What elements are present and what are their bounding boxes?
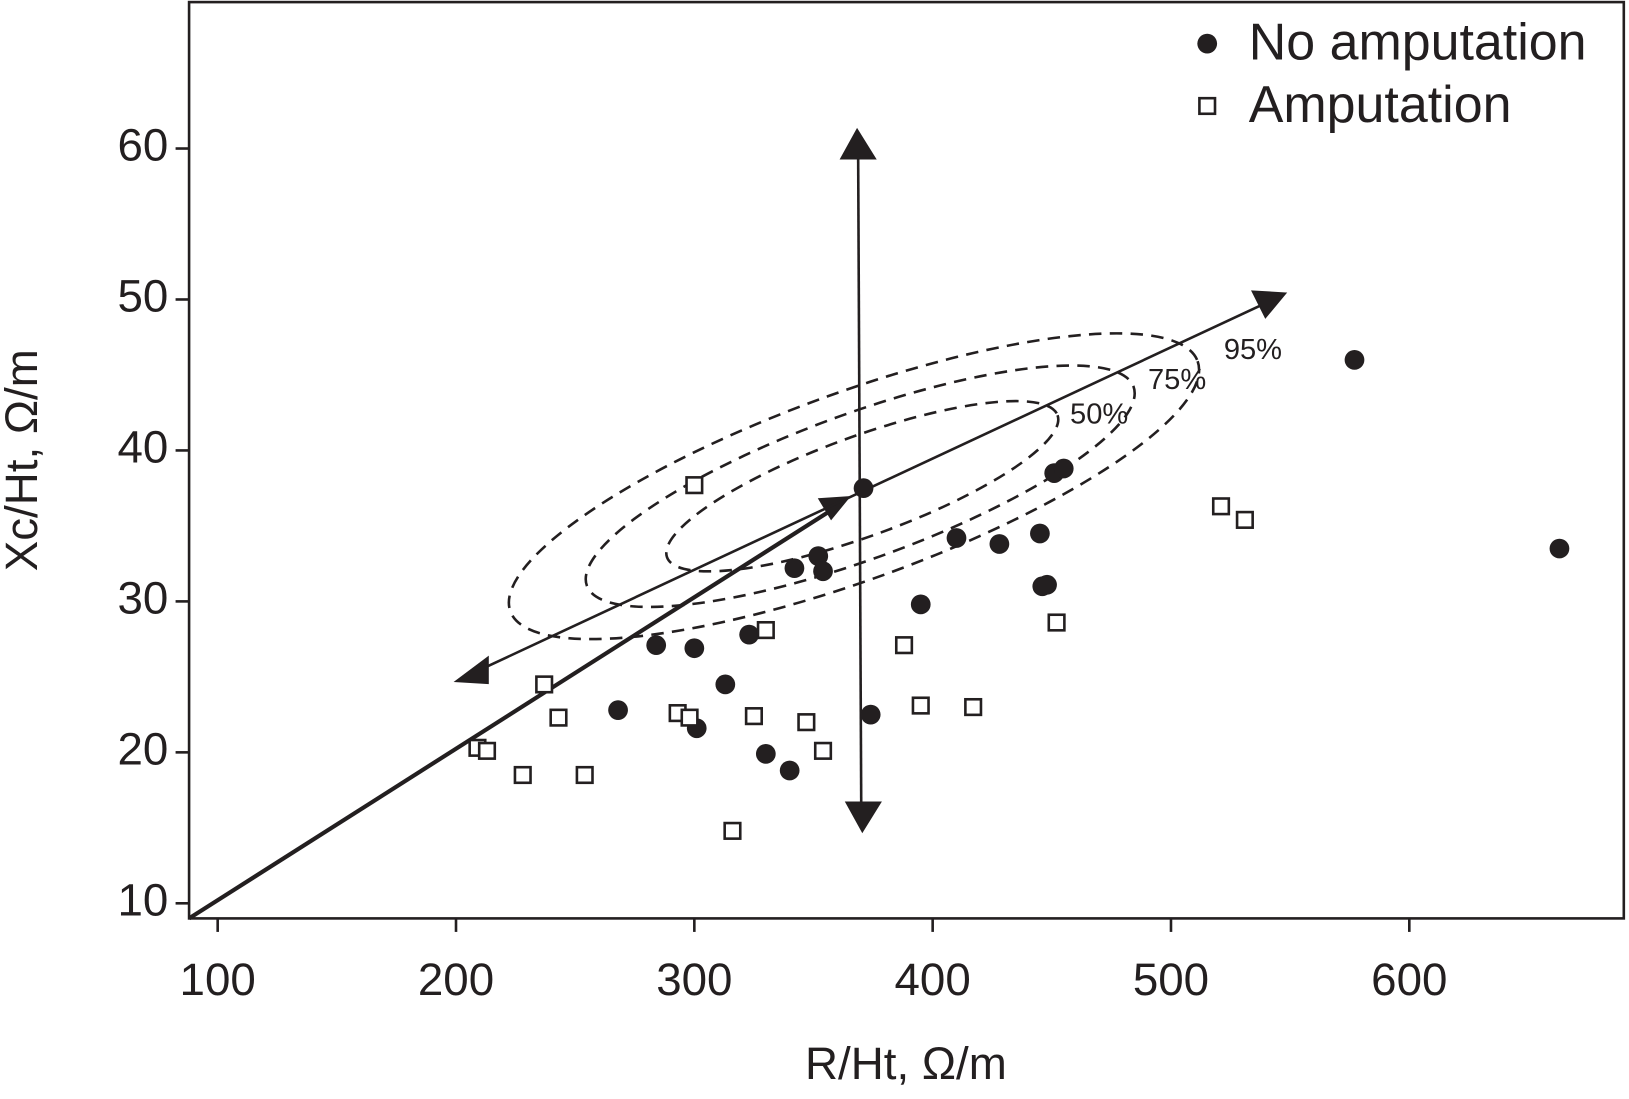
y-tick-label: 50 — [117, 271, 168, 322]
y-tick-label: 60 — [117, 120, 168, 171]
point — [535, 675, 554, 694]
point — [685, 476, 704, 495]
x-axis-label: R/Ht, Ω/m — [805, 1038, 1007, 1089]
point — [911, 696, 930, 715]
point — [894, 636, 914, 655]
point — [646, 635, 667, 656]
point — [1037, 574, 1057, 595]
point — [513, 765, 532, 785]
x-tick-label: 100 — [180, 954, 256, 1005]
y-tick-label: 10 — [117, 874, 168, 925]
arrows — [187, 127, 1288, 921]
x-tick-label: 400 — [895, 954, 971, 1005]
point — [744, 707, 764, 726]
point — [1030, 523, 1050, 544]
point — [946, 528, 967, 548]
y-tick-label: 30 — [117, 572, 168, 623]
point — [1197, 33, 1218, 54]
x-tick-label: 300 — [656, 954, 732, 1005]
point — [779, 760, 800, 781]
arrowhead — [839, 127, 877, 160]
point — [1047, 613, 1066, 632]
ellipse-75 — [584, 364, 1136, 609]
point — [755, 743, 776, 764]
arrowhead — [453, 655, 489, 685]
point — [813, 741, 833, 760]
point — [1549, 538, 1570, 559]
arrowhead — [844, 801, 882, 834]
ellipses — [507, 332, 1201, 641]
point — [853, 478, 874, 499]
point — [797, 713, 816, 732]
annotation: 75% — [1148, 364, 1206, 396]
ellipse-50 — [664, 399, 1060, 573]
y-tick-label: 40 — [117, 422, 168, 473]
legend-label: No amputation — [1249, 13, 1587, 71]
point — [715, 674, 736, 695]
point — [1235, 510, 1254, 529]
y-axis-label: Xc/Ht, Ω/m — [0, 349, 47, 571]
point — [739, 624, 760, 645]
x-tick-label: 200 — [418, 954, 494, 1005]
point — [549, 708, 568, 727]
plot-frame — [187, 0, 1626, 920]
x-tick-label: 600 — [1371, 954, 1447, 1005]
point — [813, 561, 833, 582]
point — [910, 594, 931, 615]
legend-label: Amputation — [1249, 76, 1512, 134]
x-tick-label: 500 — [1133, 954, 1209, 1005]
arrowhead — [1251, 290, 1288, 319]
point — [989, 534, 1010, 554]
point — [1198, 96, 1217, 116]
point — [860, 704, 881, 725]
point — [756, 620, 775, 640]
y-tick-label: 20 — [117, 723, 168, 774]
point — [1344, 349, 1365, 370]
point — [477, 741, 497, 760]
point — [608, 700, 628, 720]
ellipse-95 — [507, 332, 1201, 641]
point — [684, 638, 705, 659]
point — [1211, 497, 1231, 516]
point — [784, 558, 805, 579]
annotation: 50% — [1070, 398, 1128, 430]
point — [575, 765, 594, 785]
point — [808, 546, 829, 566]
point — [723, 821, 742, 840]
point — [680, 708, 699, 727]
annotation: 95% — [1224, 334, 1282, 366]
point — [1053, 458, 1074, 479]
vector-arrow — [187, 505, 838, 921]
point — [964, 697, 983, 717]
